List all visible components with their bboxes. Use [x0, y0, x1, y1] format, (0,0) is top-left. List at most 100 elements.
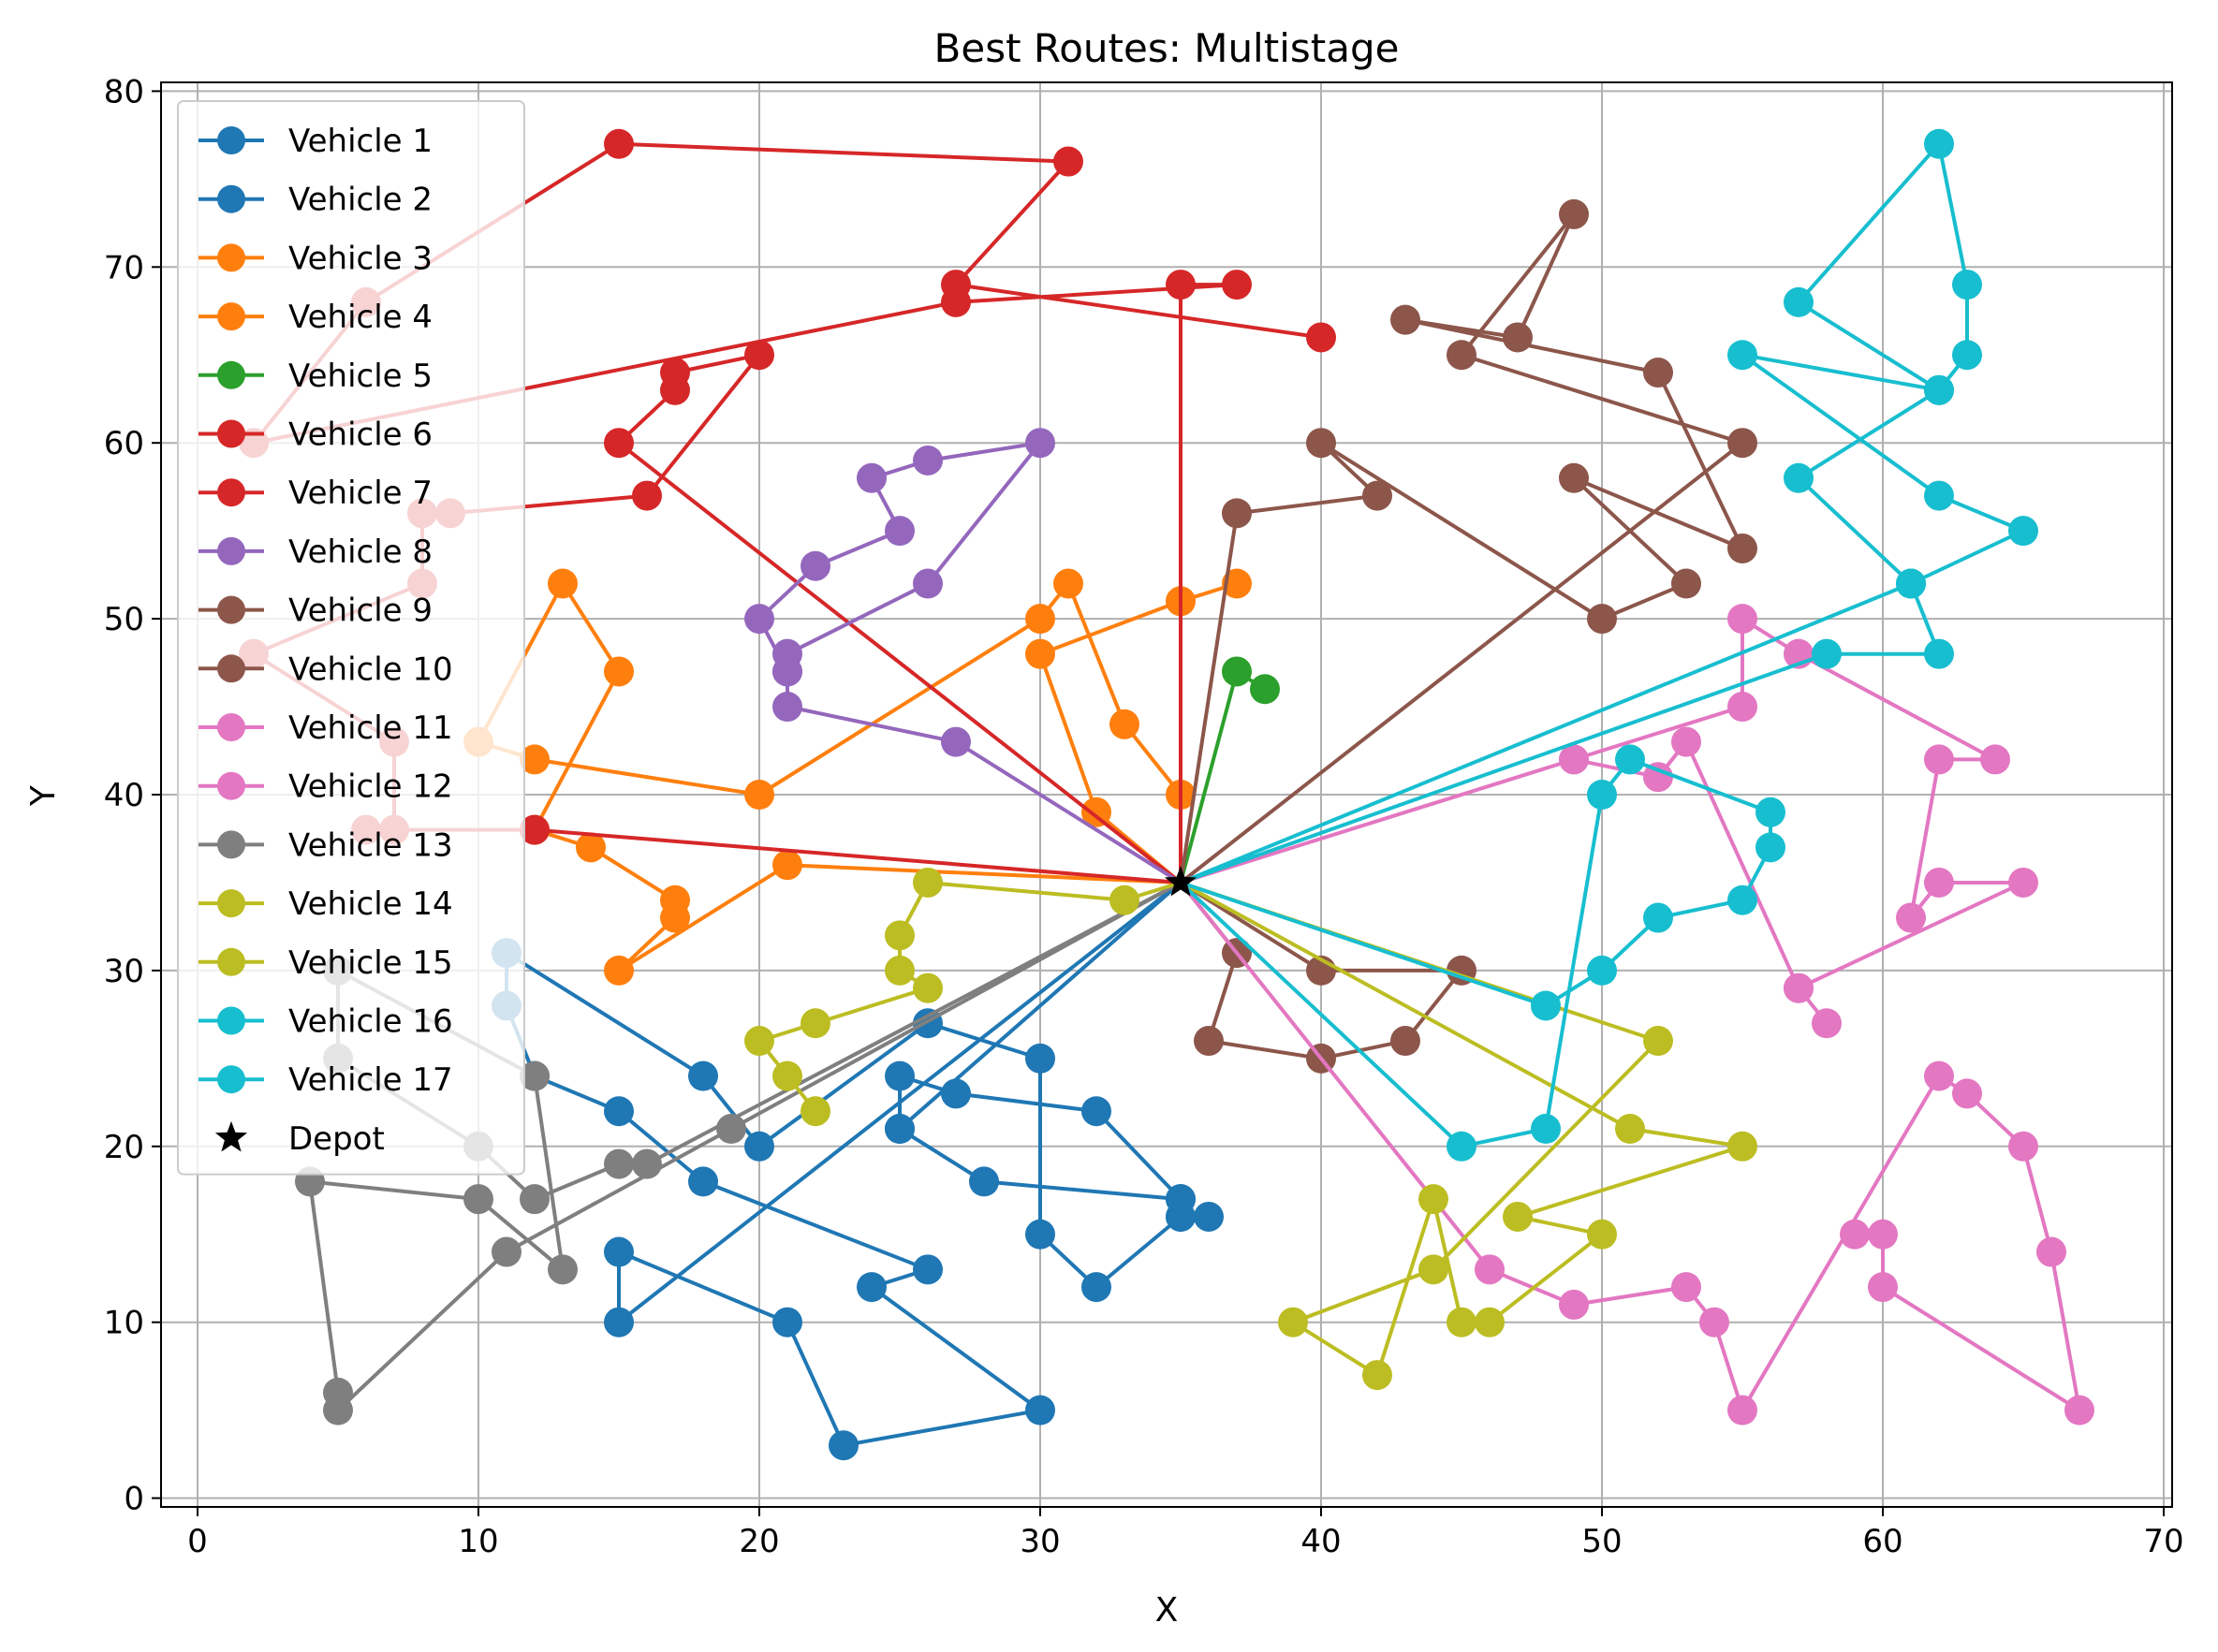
route-point	[801, 550, 830, 581]
y-tick-label: 60	[104, 425, 144, 462]
route-point	[1278, 1307, 1308, 1338]
route-point	[1531, 1114, 1561, 1145]
route-point	[604, 1307, 634, 1338]
route-point	[520, 814, 550, 845]
route-point	[1727, 428, 1757, 459]
legend-item: Vehicle 8	[198, 534, 433, 571]
route-point	[1924, 744, 1954, 775]
route-point	[772, 850, 802, 881]
route-line	[1180, 141, 2025, 884]
route-point	[913, 972, 943, 1003]
route-point	[1727, 692, 1757, 723]
y-tick-label: 40	[104, 777, 144, 814]
route-point	[1727, 884, 1757, 915]
legend-item: Vehicle 9	[198, 592, 433, 630]
legend-marker	[217, 184, 245, 213]
route-point	[604, 955, 634, 986]
route-point	[1447, 1307, 1476, 1338]
route-point	[744, 340, 774, 371]
route-point	[1222, 568, 1252, 599]
legend-label: Vehicle 12	[288, 768, 453, 806]
chart-title: Best Routes: Multistage	[934, 25, 1400, 71]
legend-depot-marker	[214, 1120, 248, 1152]
route-point	[1727, 1395, 1757, 1425]
legend-label: Vehicle 10	[288, 651, 453, 688]
y-tick-label: 50	[104, 601, 144, 638]
route-point	[913, 867, 943, 898]
route-point	[1390, 1026, 1420, 1057]
route-point	[1081, 797, 1111, 827]
route-point	[941, 1078, 971, 1109]
route-point	[772, 1307, 802, 1338]
route-point	[744, 780, 774, 810]
route-point	[885, 920, 915, 951]
route-point	[857, 462, 887, 493]
legend-item: Vehicle 6	[198, 417, 433, 454]
route-point	[1250, 674, 1280, 705]
route-point	[1222, 270, 1252, 300]
route-point	[1306, 322, 1336, 353]
route-point	[772, 656, 802, 687]
route-vehicle-12	[1179, 881, 2094, 1425]
route-point	[1671, 726, 1701, 757]
route-point	[1559, 462, 1589, 493]
route-point	[1025, 638, 1055, 669]
legend-label: Vehicle 15	[288, 944, 453, 982]
legend: Vehicle 1 Vehicle 2 Vehicle 3 Vehicle 4 Vehi…	[177, 100, 525, 1176]
route-point	[885, 1060, 915, 1091]
route-point	[1053, 146, 1083, 177]
legend-item: Vehicle 7	[198, 475, 433, 512]
route-point	[1924, 867, 1954, 898]
route-point	[1840, 1219, 1870, 1250]
route-point	[632, 1148, 662, 1179]
route-point	[1222, 498, 1252, 529]
route-point	[520, 1060, 550, 1091]
route-point	[1784, 286, 1814, 317]
route-point	[1025, 1395, 1055, 1425]
route-point	[1587, 1219, 1617, 1250]
route-point	[1812, 1008, 1842, 1039]
route-point	[1418, 1254, 1448, 1285]
route-point	[604, 656, 634, 687]
route-vehicle-14	[744, 867, 1182, 1127]
route-point	[913, 568, 943, 599]
route-point	[1727, 604, 1757, 635]
x-axis-ticks: 0 10 20 30 40 50 60 70	[187, 1507, 2184, 1560]
route-point	[829, 1430, 859, 1461]
x-tick-label: 40	[1300, 1523, 1341, 1560]
route-point	[632, 480, 662, 511]
legend-item: Vehicle 13	[198, 826, 453, 864]
route-point	[772, 692, 802, 723]
legend-label: Vehicle 6	[288, 417, 433, 454]
route-line	[308, 881, 1182, 1412]
y-tick-label: 70	[104, 249, 144, 286]
route-point	[548, 568, 578, 599]
route-point	[1643, 762, 1673, 793]
route-point	[1475, 1307, 1505, 1338]
route-vehicle-15	[1180, 881, 1757, 1391]
legend-label: Vehicle 16	[288, 1003, 453, 1041]
route-point	[1531, 990, 1561, 1021]
legend-label: Vehicle 13	[288, 826, 453, 864]
route-point	[1924, 1060, 1954, 1091]
legend-marker	[217, 771, 245, 800]
legend-item: Vehicle 3	[198, 240, 433, 277]
x-tick-label: 50	[1581, 1523, 1622, 1560]
route-point	[801, 1096, 830, 1127]
route-point	[604, 1236, 634, 1267]
legend-marker	[217, 1006, 245, 1035]
route-point	[576, 832, 606, 863]
route-point	[1896, 568, 1926, 599]
route-point	[688, 1060, 718, 1091]
route-point	[1671, 568, 1701, 599]
route-point	[1166, 270, 1196, 300]
route-vehicle-16	[1179, 744, 1785, 1162]
legend-marker	[217, 713, 245, 741]
legend-item: Vehicle 16	[198, 1003, 453, 1041]
legend-item: Vehicle 10	[198, 651, 453, 688]
route-point	[463, 1184, 493, 1215]
route-point	[660, 902, 690, 933]
route-point	[1615, 1114, 1645, 1145]
route-point	[323, 1395, 353, 1425]
legend-label: Vehicle 9	[288, 592, 433, 630]
